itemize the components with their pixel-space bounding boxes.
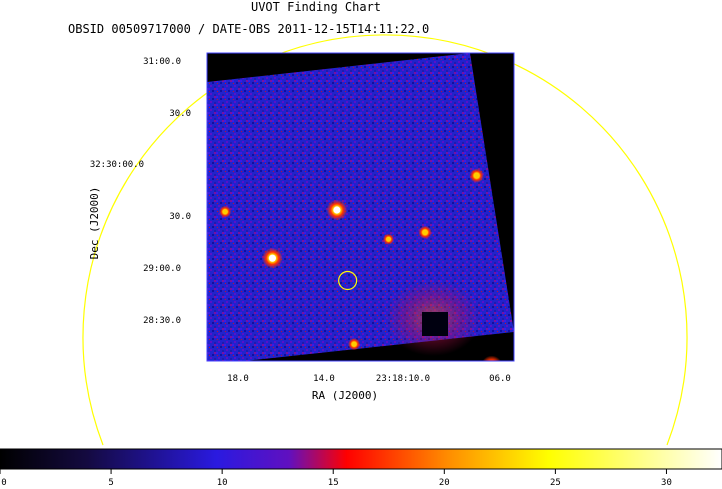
source-point (351, 342, 357, 347)
y-tick-label: 28:30.0 (143, 316, 181, 326)
source-point (422, 230, 428, 235)
source-point (488, 363, 496, 371)
source-point (222, 209, 228, 214)
chart-title: UVOT Finding Chart (251, 0, 381, 14)
sky-image (207, 53, 514, 419)
y-axis-label: Dec (J2000) (88, 187, 101, 260)
colorbar-tick-label: 10 (217, 478, 228, 488)
source-point (268, 254, 276, 262)
image-frame (206, 52, 515, 362)
x-tick-label: 23:18:10.0 (376, 374, 430, 384)
x-tick-label: 18.0 (227, 374, 249, 384)
source-glow (412, 397, 434, 419)
colorbar-tick-label: 5 (108, 478, 113, 488)
x-tick-label: 14.0 (313, 374, 335, 384)
source-glow (482, 355, 502, 361)
colorbar (0, 448, 722, 470)
colorbar-tick-label: 25 (550, 478, 561, 488)
source-point (333, 206, 341, 214)
chart-subtitle: OBSID 00509717000 / DATE-OBS 2011-12-15T… (68, 22, 429, 36)
colorbar-tick-label: 30 (661, 478, 672, 488)
y-tick-label: 31:00.0 (143, 57, 181, 67)
source-point (419, 404, 427, 412)
source-point (474, 173, 480, 179)
colorbar-ticks: 0 5 10 15 20 25 30 (0, 469, 672, 488)
x-tick-label: 06.0 (489, 374, 511, 384)
y-tick-label: 29:00.0 (143, 264, 181, 274)
saturated-core-shadow (422, 312, 448, 336)
colorbar-tick-label: 0 (1, 478, 6, 488)
target-circle (338, 270, 358, 291)
colorbar-tick-label: 15 (328, 478, 339, 488)
source-point (386, 237, 391, 242)
x-axis-label: RA (J2000) (312, 389, 378, 402)
y-tick-label: 30.0 (169, 109, 191, 119)
colorbar-tick-label: 20 (439, 478, 450, 488)
y-tick-label: 32:30:00.0 (90, 160, 144, 170)
y-tick-label: 30.0 (169, 212, 191, 222)
field-of-view-circle (82, 34, 688, 446)
